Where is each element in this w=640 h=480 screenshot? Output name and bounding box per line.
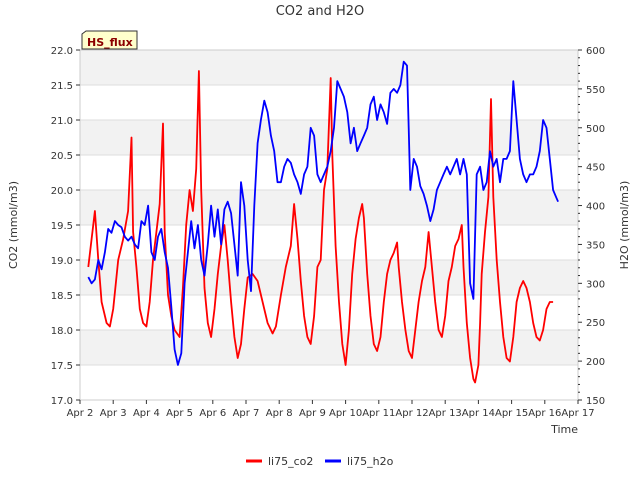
band <box>80 330 578 365</box>
x-tick-label: Apr 17 <box>561 408 594 419</box>
y-right-tick-label: 200 <box>586 357 605 368</box>
x-tick-label: Apr 14 <box>462 408 495 419</box>
ylabel-right: H2O (mmol/m3) <box>618 181 631 270</box>
right-axis: 150 200 250 300 350 400 450 500 550 600 <box>578 46 605 407</box>
series-layer <box>87 60 559 384</box>
x-tick-label: Apr 15 <box>495 408 528 419</box>
y-right-tick-label: 300 <box>586 279 605 290</box>
y-left-tick-label: 18.5 <box>51 291 73 302</box>
x-tick-label: Apr 6 <box>199 408 226 419</box>
x-tick-label: Apr 11 <box>362 408 395 419</box>
chart-title: CO2 and H2O <box>276 4 365 19</box>
legend-label-co2: li75_co2 <box>268 455 313 468</box>
legend-label-h2o: li75_h2o <box>347 455 394 468</box>
x-tick-label: Apr 10 <box>329 408 362 419</box>
x-tick-label: Apr 16 <box>528 408 561 419</box>
left-axis: 17.0 17.5 18.0 18.5 19.0 19.5 20.0 20.5 21.0 21.5… <box>51 46 80 407</box>
x-tick-label: Apr 7 <box>233 408 260 419</box>
x-tick-label: Apr 12 <box>395 408 428 419</box>
site-badge: HS_flux <box>81 30 138 50</box>
series-line-li75_co2 <box>87 70 554 384</box>
y-left-tick-label: 20.5 <box>51 151 73 162</box>
series-line-li75_h2o <box>87 60 559 366</box>
y-right-tick-label: 550 <box>586 85 605 96</box>
y-right-tick-label: 400 <box>586 202 605 213</box>
y-left-tick-label: 17.5 <box>51 361 73 372</box>
x-tick-label: Apr 13 <box>429 408 462 419</box>
x-tick-label: Apr 4 <box>133 408 160 419</box>
band <box>80 50 578 85</box>
y-left-tick-label: 22.0 <box>51 46 73 57</box>
ylabel-left: CO2 (mmol/m3) <box>7 181 20 269</box>
y-left-tick-label: 19.5 <box>51 221 73 232</box>
y-left-tick-label: 19.0 <box>51 256 73 267</box>
x-tick-label: Apr 8 <box>266 408 293 419</box>
y-right-tick-label: 250 <box>586 318 605 329</box>
x-tick-label: Apr 3 <box>100 408 127 419</box>
legend: li75_co2 li75_h2o <box>246 455 394 468</box>
y-left-tick-label: 17.0 <box>51 396 73 407</box>
y-right-tick-label: 500 <box>586 124 605 135</box>
x-tick-label: Apr 9 <box>299 408 326 419</box>
x-axis: Apr 2 Apr 3 Apr 4 Apr 5 Apr 6 Apr 7 Apr 8 Apr 9… <box>67 400 595 419</box>
band <box>80 260 578 295</box>
band <box>80 190 578 225</box>
y-right-tick-label: 600 <box>586 46 605 57</box>
site-badge-label: HS_flux <box>87 36 133 49</box>
x-tick-label: Apr 2 <box>67 408 94 419</box>
y-right-tick-label: 350 <box>586 240 605 251</box>
y-left-tick-label: 21.0 <box>51 116 73 127</box>
x-tick-label: Apr 5 <box>166 408 193 419</box>
y-left-tick-label: 20.0 <box>51 186 73 197</box>
y-right-tick-label: 150 <box>586 396 605 407</box>
y-right-tick-label: 450 <box>586 163 605 174</box>
xlabel: Time <box>550 423 578 436</box>
y-left-tick-label: 18.0 <box>51 326 73 337</box>
y-left-tick-label: 21.5 <box>51 81 73 92</box>
